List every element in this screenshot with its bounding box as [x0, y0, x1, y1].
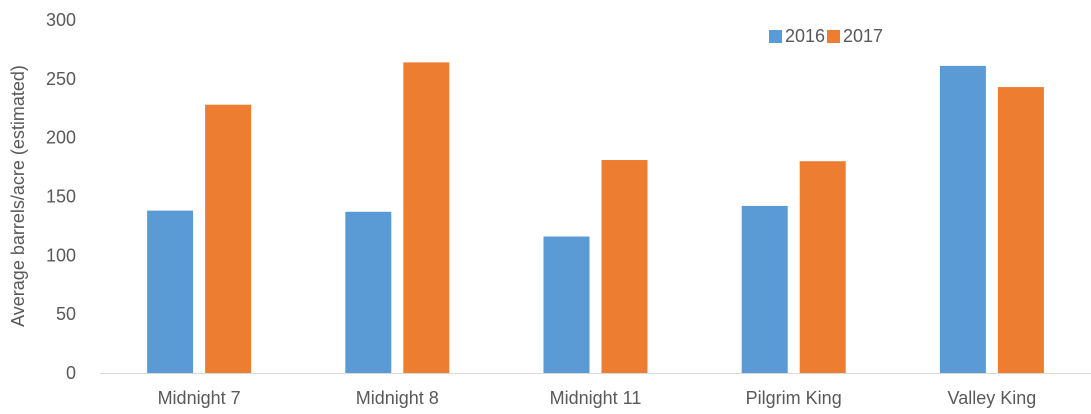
- legend-label: 2017: [843, 26, 883, 46]
- legend-swatch-2016: [769, 30, 782, 43]
- bar-2016-valley-king: [939, 65, 986, 373]
- bar-2017-pilgrim-king: [799, 161, 846, 373]
- y-tick-label: 100: [46, 245, 76, 265]
- bar-2017-midnight-8: [403, 62, 450, 374]
- legend-label: 2016: [785, 26, 825, 46]
- y-axis-title: Average barrels/acre (estimated): [8, 65, 28, 327]
- bar-2016-midnight-8: [345, 211, 392, 373]
- bar-2017-valley-king: [997, 87, 1044, 373]
- y-axis: 0 50 100 150 200 250 300: [46, 10, 76, 383]
- x-category-label: Midnight 8: [356, 388, 439, 408]
- y-tick-label: 300: [46, 10, 76, 30]
- y-tick-label: 0: [66, 363, 76, 383]
- legend-swatch-2017: [827, 30, 840, 43]
- bar-2017-midnight-11: [601, 160, 648, 373]
- x-category-label: Valley King: [948, 388, 1037, 408]
- y-tick-label: 200: [46, 128, 76, 148]
- y-tick-label: 250: [46, 69, 76, 89]
- y-tick-label: 150: [46, 187, 76, 207]
- x-axis: Midnight 7 Midnight 8 Midnight 11 Pilgrim K…: [158, 388, 1037, 408]
- y-tick-label: 50: [56, 304, 76, 324]
- bars: [147, 62, 1044, 374]
- x-category-label: Midnight 11: [550, 388, 642, 408]
- bar-2016-pilgrim-king: [741, 205, 788, 373]
- bar-2016-midnight-7: [147, 210, 194, 373]
- legend: 2016 2017: [769, 26, 883, 46]
- bar-2016-midnight-11: [543, 236, 590, 373]
- x-category-label: Midnight 7: [158, 388, 241, 408]
- bar-2017-midnight-7: [205, 104, 252, 373]
- x-category-label: Pilgrim King: [746, 388, 842, 408]
